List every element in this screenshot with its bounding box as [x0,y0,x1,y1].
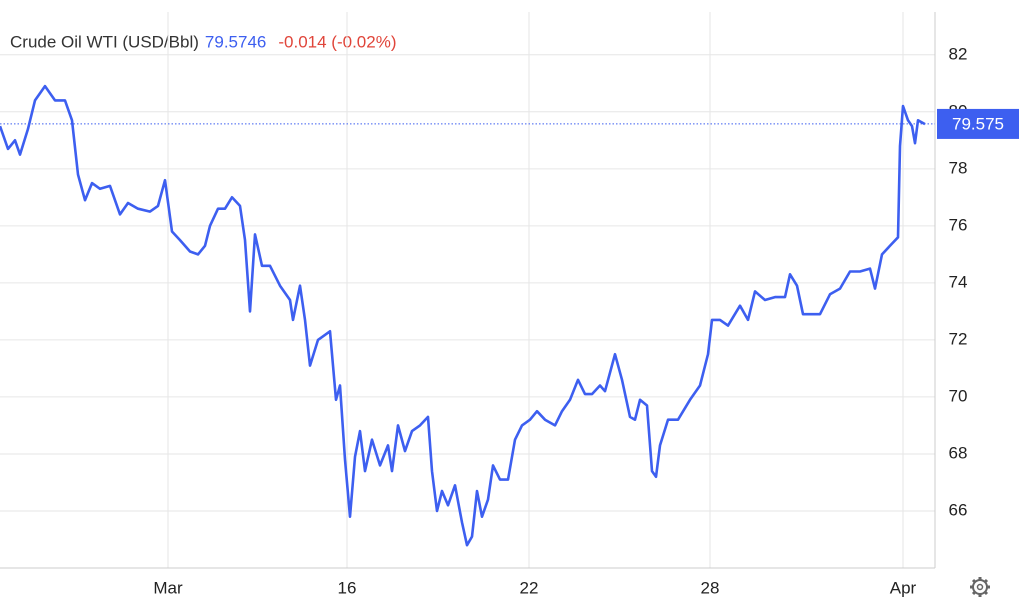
x-tick-label: Mar [153,578,183,597]
gear-teeth[interactable] [970,577,990,597]
y-tick-label: 72 [949,329,968,348]
y-tick-label: 68 [949,443,968,462]
gear[interactable] [972,579,988,595]
price-line [0,84,926,547]
x-tick-label: Apr [890,578,917,597]
gear-hub[interactable] [976,583,984,591]
x-tick-label: 28 [701,578,720,597]
instrument-name: Crude Oil WTI (USD/Bbl) [10,32,199,51]
x-tick-label: 22 [520,578,539,597]
last-price-badge [937,108,1019,139]
last-price: 79.5746 [205,32,266,51]
x-tick-label: 16 [338,578,357,597]
y-tick-label: 76 [949,215,968,234]
y-tick-label: 78 [949,158,968,177]
y-tick-label: 82 [949,44,968,63]
header: Crude Oil WTI (USD/Bbl) 79.5746 -0.014 (… [10,32,397,51]
axes: 666870727476788082Mar162228Apr [0,12,967,597]
y-tick-label: 70 [949,386,968,405]
price-change: -0.014 (-0.02%) [278,32,396,51]
settings-icon[interactable] [970,577,990,597]
last-price-label: 79.575 [952,114,1004,133]
y-tick-label: 74 [949,272,968,291]
y-tick-label: 66 [949,500,968,519]
